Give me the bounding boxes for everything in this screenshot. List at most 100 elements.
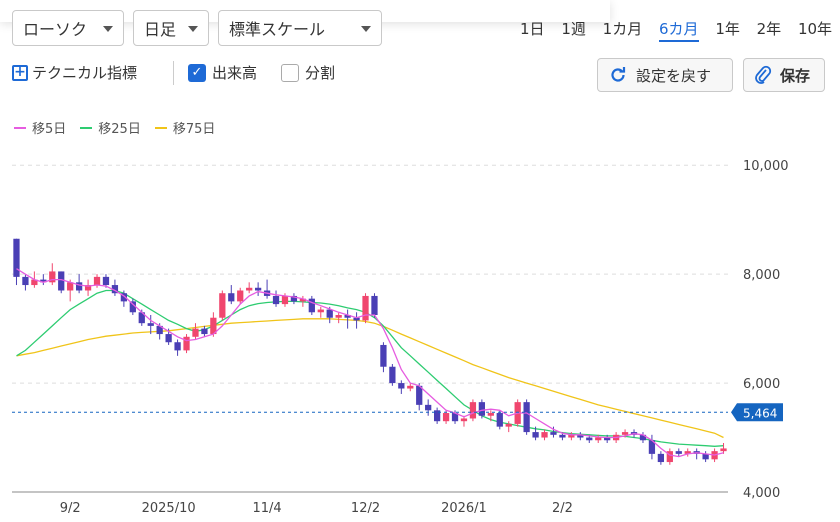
candle-body [344,315,351,318]
candle-body [120,293,128,302]
candle-body [612,434,620,441]
candle-body [129,301,136,313]
y-tick-label: 6,000 [743,377,780,392]
scale-select[interactable]: 標準スケール [218,10,382,46]
candle-body [451,413,459,422]
paperclip-icon [755,65,772,84]
ma75-line [16,318,724,439]
candle-body [559,434,566,438]
current-price-tag [731,403,783,422]
technical-indicator-toggle[interactable]: + テクニカル指標 [12,62,137,83]
plus-box-icon: + [12,64,28,81]
x-tick-label: 9/2 [60,501,81,516]
split-checkbox[interactable]: 分割 [281,62,335,83]
candle-body [192,328,199,337]
candle-body [380,344,387,367]
candle-body [362,295,369,321]
candle-body [496,413,503,427]
legend-swatch [14,126,26,129]
divider [173,61,174,85]
candle-body [648,440,656,454]
candle-body [49,271,56,283]
candle-body [111,285,119,294]
range-10y[interactable]: 10年 [797,20,833,38]
candle-body [13,238,20,277]
chart-legend: 移5日 移25日 移75日 [14,118,229,137]
candle-body [31,279,38,286]
candle-body [281,295,289,305]
candle-body [84,285,92,291]
candle-body [595,437,602,441]
candle-body [630,432,638,435]
candle-body [75,282,83,291]
range-1w[interactable]: 1週 [561,20,586,38]
split-label: 分割 [305,64,336,82]
ma5-line [16,268,724,458]
volume-checkbox[interactable]: ✓ 出来高 [188,62,257,83]
checkmark-icon: ✓ [188,63,206,82]
chevron-down-icon [188,26,198,32]
candle-body [523,402,530,433]
candle-body [720,448,727,452]
candle-body [263,290,271,296]
candle-body [416,385,423,405]
candle-body [335,315,342,318]
candle-body [425,404,432,411]
period-select[interactable]: 日足 [133,10,209,46]
candle-body [219,293,226,318]
candle-body [657,453,665,463]
candle-body [621,432,629,435]
candle-body [398,383,405,389]
candle-body [147,323,154,326]
legend-swatch [154,126,167,129]
volume-label: 出来高 [212,64,258,82]
y-tick-label: 10,000 [743,159,789,174]
range-2y[interactable]: 2年 [756,20,782,38]
y-tick-label: 4,000 [743,486,780,501]
range-6m[interactable]: 6カ月 [658,20,699,42]
candle-body [308,298,315,313]
candle-body [684,451,691,454]
legend-item-ma25: 移25日 [80,118,141,137]
chevron-down-icon [361,26,371,32]
range-selector: 1日 1週 1カ月 6カ月 1年 2年 10年 [508,18,833,42]
checkbox-empty-icon [281,63,299,82]
candle-body [586,437,593,441]
candle-body [246,287,253,291]
reset-settings-button[interactable]: 設定を戻す [597,58,733,92]
candle-body [577,434,584,438]
chevron-down-icon [103,26,113,32]
candle-body [237,290,244,302]
chart-type-select[interactable]: ローソク [12,10,124,46]
candle-body [254,287,262,291]
candle-body [67,282,74,291]
candle-body [541,432,548,438]
scale-value: 標準スケール [229,20,326,39]
range-1d[interactable]: 1日 [520,20,545,38]
candle-body [326,309,333,318]
candle-body [505,423,512,427]
legend-swatch [80,126,93,129]
candle-body [442,413,450,422]
refresh-icon [611,67,626,82]
candle-body [675,451,682,454]
candle-body [210,317,217,335]
range-1m[interactable]: 1カ月 [602,20,643,38]
range-1y[interactable]: 1年 [715,20,740,38]
period-value: 日足 [144,20,177,39]
y-tick-label: 8,000 [743,268,780,283]
candle-body [469,402,477,419]
candle-body [138,312,145,324]
candle-body [702,453,709,460]
x-tick-label: 2026/1 [441,501,487,516]
candle-body [532,432,539,438]
legend-label: 移75日 [172,122,216,137]
save-button[interactable]: 保存 [743,58,825,92]
x-tick-label: 2/2 [552,501,573,516]
reset-label: 設定を戻す [636,66,712,85]
candle-body [371,295,378,315]
candle-body [272,295,280,305]
candle-body [183,336,190,351]
candle-body [389,366,396,384]
candle-body [460,418,468,422]
